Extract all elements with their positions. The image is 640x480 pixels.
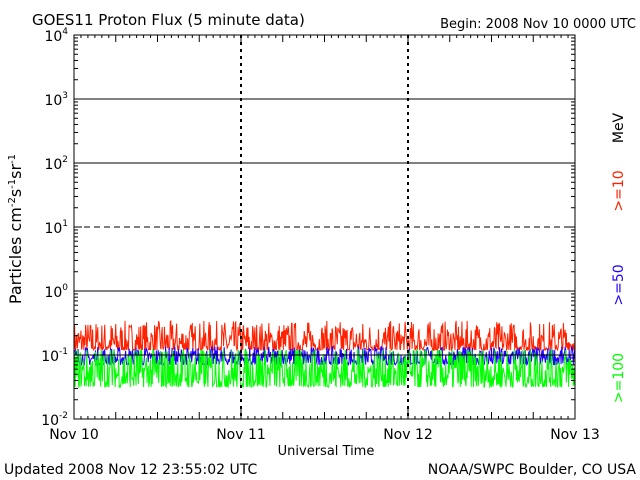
series-line-1: [73, 320, 576, 352]
legend-item-ge100: >=100: [611, 353, 627, 403]
y-tick-label: 102: [44, 155, 68, 173]
x-tick-label: Nov 10: [49, 427, 99, 443]
y-tick-label: 104: [44, 27, 68, 45]
plot-area: 10-2 10-1 100 101 102 103 104 Nov 10 Nov 11 Nov 1…: [41, 27, 600, 443]
x-tick-label: Nov 13: [550, 427, 600, 443]
y-axis-label: Particles cm-2s-1sr-1: [6, 154, 25, 304]
legend: MeV >=10 >=50 >=100: [611, 112, 627, 403]
updated-timestamp: Updated 2008 Nov 12 23:55:02 UTC: [4, 462, 257, 478]
legend-item-ge10: >=10: [611, 170, 627, 211]
y-tick-label: 10-1: [41, 347, 68, 365]
credit-label: NOAA/SWPC Boulder, CO USA: [428, 462, 637, 478]
chart-title: GOES11 Proton Flux (5 minute data): [32, 11, 305, 29]
x-tick-label: Nov 11: [216, 427, 266, 443]
x-axis-label: Universal Time: [278, 444, 375, 459]
legend-item-ge50: >=50: [611, 264, 627, 305]
y-tick-label: 101: [44, 219, 68, 237]
y-tick-label: 103: [44, 91, 68, 109]
series-line-3: [73, 348, 576, 389]
x-tick-label: Nov 12: [383, 427, 433, 443]
legend-unit-label: MeV: [611, 112, 627, 143]
begin-date-label: Begin: 2008 Nov 10 0000 UTC: [440, 17, 636, 32]
y-tick-label: 10-2: [41, 411, 68, 429]
y-tick-label: 100: [44, 283, 68, 301]
